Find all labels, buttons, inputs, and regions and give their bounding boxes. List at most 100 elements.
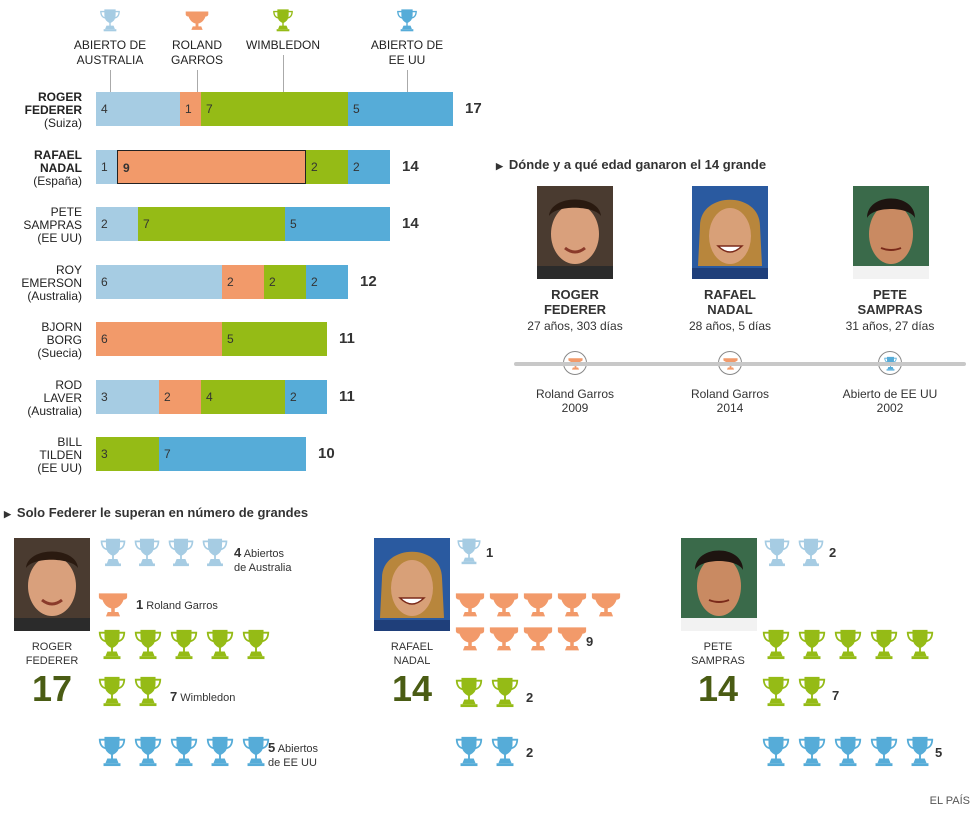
nadal-photo bbox=[692, 186, 768, 279]
trophy-icon bbox=[832, 628, 864, 660]
cup-icon bbox=[455, 623, 485, 653]
player-country: (Suiza) bbox=[43, 116, 82, 130]
player-country: (España) bbox=[33, 174, 82, 188]
player-first-name: BILL bbox=[57, 435, 82, 449]
legend-roland-cup-icon bbox=[185, 8, 209, 32]
fourteenth-age: 28 años, 5 días bbox=[688, 319, 772, 333]
trophy-icon bbox=[166, 537, 196, 567]
fourteenth-first-name: PETE bbox=[873, 287, 907, 302]
federer-note-wimbledon: 7 Wimbledon bbox=[170, 689, 236, 705]
cup-icon bbox=[489, 623, 519, 653]
bar-segment-usopen: 5 bbox=[348, 92, 453, 126]
trophy-icon bbox=[762, 537, 792, 567]
federer-photo-small bbox=[14, 538, 90, 631]
trophy-row-wimbledon bbox=[760, 675, 828, 707]
player-last-name: NADAL bbox=[40, 161, 82, 175]
trophy-icon bbox=[132, 628, 164, 660]
bar-segment-wimbledon: 2 bbox=[264, 265, 306, 299]
trophy-icon bbox=[760, 675, 792, 707]
fourteenth-player-caption: PETE SAMPRAS 31 años, 27 días bbox=[815, 287, 965, 334]
legend-usopen-trophy-icon bbox=[395, 8, 419, 32]
timeline-tournament: Roland Garros bbox=[535, 387, 615, 401]
fourteenth-first-name: RAFAEL bbox=[704, 287, 756, 302]
legend-label-usopen: ABIERTO DE EE UU bbox=[370, 38, 444, 67]
cup-icon bbox=[557, 589, 587, 619]
trophy-icon bbox=[453, 676, 485, 708]
timeline-year: 2009 bbox=[561, 401, 589, 415]
bar-segment-australia: 1 bbox=[96, 150, 117, 184]
player-first-name: ROY bbox=[55, 263, 82, 277]
player-first-name: ROD bbox=[55, 378, 82, 392]
player-first-name: BJORN bbox=[41, 320, 82, 334]
nadal-bottom-name: RAFAEL NADAL bbox=[390, 641, 434, 667]
player-country: (Australia) bbox=[27, 289, 82, 303]
trophy-icon bbox=[132, 537, 162, 567]
nadal-count-usopen: 2 bbox=[526, 745, 534, 760]
trophy-icon bbox=[760, 628, 792, 660]
player-first-name: PETE bbox=[50, 205, 82, 219]
bar-total: 12 bbox=[360, 273, 377, 290]
trophy-icon bbox=[796, 628, 828, 660]
trophy-icon bbox=[132, 675, 164, 707]
fourteenth-age: 31 años, 27 días bbox=[845, 319, 935, 333]
trophy-icon bbox=[489, 735, 521, 767]
trophy-row-roland bbox=[455, 623, 587, 653]
player-country: (Australia) bbox=[27, 404, 82, 418]
bar-segment-roland: 6 bbox=[96, 322, 222, 356]
bar-segment-australia: 2 bbox=[96, 207, 138, 241]
federer-big-total: 17 bbox=[31, 668, 73, 709]
trophy-row-wimbledon bbox=[760, 628, 936, 660]
trophy-icon bbox=[204, 628, 236, 660]
bar-segment-usopen: 5 bbox=[285, 207, 390, 241]
trophy-row-usopen bbox=[760, 735, 936, 767]
timeline-year: 2014 bbox=[716, 401, 744, 415]
trophy-icon bbox=[98, 537, 128, 567]
bar-segment-usopen: 7 bbox=[159, 437, 306, 471]
player-country: (EE UU) bbox=[37, 461, 82, 475]
bar-segment-australia: 3 bbox=[96, 380, 159, 414]
trophy-row-wimbledon bbox=[453, 676, 521, 708]
trophy-row-australia bbox=[98, 537, 230, 567]
trophy-row-wimbledon bbox=[96, 628, 272, 660]
timeline-label: Roland Garros 2009 bbox=[510, 387, 640, 415]
federer-photo bbox=[537, 186, 613, 279]
trophy-icon bbox=[168, 735, 200, 767]
nadal-count-australia: 1 bbox=[486, 545, 494, 560]
trophy-icon bbox=[200, 537, 230, 567]
fourteenth-first-name: ROGER bbox=[551, 287, 599, 302]
bar-segment-wimbledon: 7 bbox=[138, 207, 285, 241]
bar-segment-roland: 2 bbox=[159, 380, 201, 414]
bar-segment-wimbledon: 3 bbox=[96, 437, 159, 471]
cup-icon bbox=[489, 589, 519, 619]
trophy-icon bbox=[832, 735, 864, 767]
trophy-row-wimbledon bbox=[96, 675, 164, 707]
nadal-photo-small bbox=[374, 538, 450, 631]
trophy-icon bbox=[796, 537, 826, 567]
federer-note-usopen: 5 Abiertos de EE UU bbox=[268, 740, 319, 770]
legend-label-australia: ABIERTO DE AUSTRALIA bbox=[73, 38, 147, 67]
bar-segment-wimbledon: 5 bbox=[222, 322, 327, 356]
trophy-icon bbox=[96, 675, 128, 707]
sampras-count-usopen: 5 bbox=[935, 745, 943, 760]
player-country: (Suecia) bbox=[37, 346, 82, 360]
trophy-icon bbox=[168, 628, 200, 660]
trophy-icon bbox=[96, 628, 128, 660]
trophy-icon bbox=[489, 676, 521, 708]
bar-segment-usopen: 2 bbox=[285, 380, 327, 414]
cup-icon bbox=[455, 589, 485, 619]
fourteenth-player-caption: ROGER FEDERER 27 años, 303 días bbox=[500, 287, 650, 334]
legend-wimbledon-trophy-icon bbox=[271, 8, 295, 32]
legend-connector bbox=[283, 55, 284, 96]
nadal-count-wimbledon: 2 bbox=[526, 690, 534, 705]
player-last-name: SAMPRAS bbox=[23, 218, 82, 232]
cup-icon bbox=[98, 589, 128, 619]
player-label: BJORN BORG (Suecia) bbox=[0, 321, 82, 360]
trophy-icon bbox=[204, 735, 236, 767]
bar-total: 14 bbox=[402, 215, 419, 232]
player-country: (EE UU) bbox=[37, 231, 82, 245]
trophy-icon bbox=[904, 628, 936, 660]
bar-segment-roland: 9 bbox=[117, 150, 306, 184]
trophy-icon bbox=[453, 735, 485, 767]
trophy-row-usopen bbox=[96, 735, 272, 767]
source-credit: EL PAÍS bbox=[929, 795, 970, 807]
